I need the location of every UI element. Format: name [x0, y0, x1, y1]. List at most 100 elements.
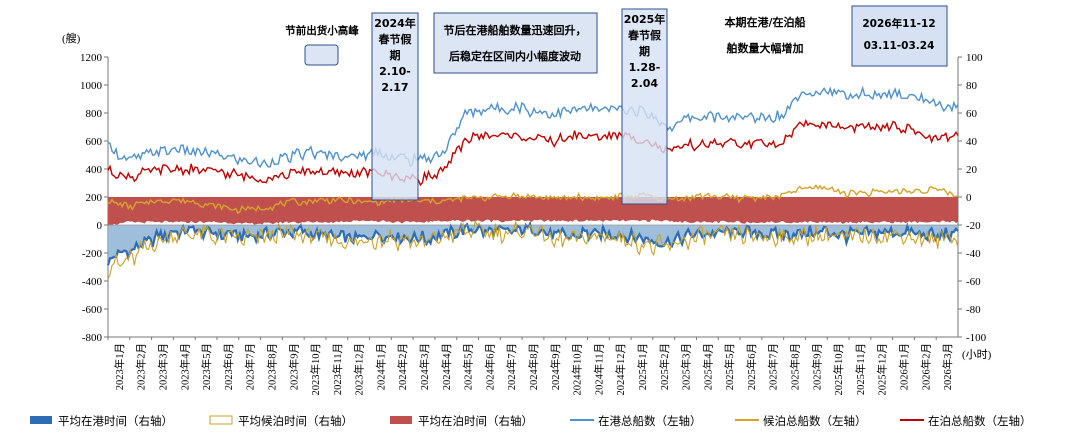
right-tick-label: -60	[966, 276, 981, 288]
annotation-2026-text: 03.11-03.24	[864, 40, 935, 52]
annotation-current-period-text: 本期在港/在泊船	[724, 15, 805, 29]
left-tick-label: -400	[82, 276, 103, 288]
month-tick-label: 2023年1月	[113, 343, 126, 390]
month-tick-label: 2025年2月	[658, 343, 671, 390]
month-tick-label: 2024年12月	[614, 343, 627, 396]
total-waiting-line	[107, 184, 959, 215]
right-tick-label: -20	[966, 220, 981, 232]
month-tick-label: 2024年7月	[505, 343, 518, 390]
month-tick-label: 2025年4月	[701, 343, 714, 390]
annotation-pre-holiday-box	[304, 44, 339, 66]
month-tick-label: 2024年3月	[418, 343, 431, 390]
left-tick-label: 0	[97, 220, 103, 232]
avg-waiting-time-line	[107, 220, 959, 280]
right-tick-label: -100	[966, 332, 987, 344]
annotation-rebound-text: 节后在港船舶数量迅速回升，	[444, 23, 587, 37]
month-tick-label: 2025年8月	[789, 343, 802, 390]
month-tick-label: 2023年3月	[156, 343, 169, 390]
left-tick-label: 600	[86, 136, 103, 148]
month-tick-label: 2023年7月	[244, 343, 257, 390]
annotation-current-period-text: 舶数量大幅增加	[727, 41, 804, 55]
month-tick-label: 2024年1月	[374, 343, 387, 390]
legend-avg-port-time-label: 平均在港时间（右轴）	[58, 414, 173, 428]
annotation-2026-text: 2026年11-12	[862, 17, 935, 30]
month-tick-label: 2025年7月	[767, 343, 780, 390]
legend-total-waiting-label: 候泊总船数（左轴）	[763, 414, 867, 428]
month-tick-label: 2026年2月	[919, 343, 932, 390]
month-tick-label: 2025年1月	[636, 343, 649, 390]
month-tick-label: 2024年9月	[549, 343, 562, 390]
axes: (艘)(小时)120010008006004002000-200-400-600…	[62, 31, 992, 396]
legend-avg-berth-time-label: 平均在泊时间（右轴）	[418, 414, 533, 428]
annotation-2026-box	[851, 5, 948, 67]
right-tick-label: 0	[966, 192, 972, 204]
month-tick-label: 2023年10月	[309, 343, 322, 396]
total-in-port-line	[107, 85, 959, 169]
month-tick-label: 2023年6月	[222, 343, 235, 390]
left-tick-label: -200	[82, 248, 103, 260]
month-tick-label: 2025年5月	[723, 343, 736, 390]
legend-total-at-berth-label: 在泊总船数（左轴）	[928, 414, 1032, 428]
annotation-2024-holiday-text: 2024年	[374, 16, 416, 30]
annotation-2025-holiday-text: 2.04	[631, 77, 658, 90]
annotation-2025-holiday-box	[621, 8, 668, 205]
month-tick-label: 2025年10月	[832, 343, 845, 396]
annotation-2025-holiday-text: 期	[639, 44, 650, 58]
annotation-pre-holiday-peak: 节前出货小高峰	[285, 24, 359, 37]
legend-avg-port-time-swatch	[30, 416, 52, 424]
month-tick-label: 2023年5月	[200, 343, 213, 390]
month-tick-label: 2025年12月	[876, 343, 889, 396]
left-tick-label: 1200	[80, 52, 103, 64]
month-tick-label: 2026年3月	[941, 343, 954, 390]
month-tick-label: 2026年1月	[898, 343, 911, 390]
annotation-rebound-text: 后稳定在区间内小幅度波动	[449, 49, 581, 63]
annotation-2024-holiday-text: 2.10-	[379, 65, 411, 78]
month-tick-label: 2024年8月	[527, 343, 540, 390]
month-tick-label: 2024年11月	[592, 343, 605, 395]
total-at-berth-line	[107, 118, 959, 187]
right-tick-label: 20	[966, 164, 978, 176]
month-tick-label: 2024年6月	[483, 343, 496, 390]
left-tick-label: -600	[82, 304, 103, 316]
annotation-rebound-box	[433, 12, 598, 74]
month-tick-label: 2023年8月	[265, 343, 278, 390]
legend-avg-waiting-time-swatch	[209, 415, 233, 425]
month-tick-label: 2024年2月	[396, 343, 409, 390]
avg-berth-time-area	[108, 197, 958, 226]
annotation-2025-holiday-text: 春节假	[628, 28, 662, 42]
month-tick-label: 2023年11月	[331, 343, 344, 395]
month-tick-label: 2023年12月	[353, 343, 366, 396]
right-tick-label: -80	[966, 304, 981, 316]
left-tick-label: 200	[86, 192, 103, 204]
right-axis-unit: (小时)	[962, 348, 992, 361]
annotation-2025-holiday-text: 1.28-	[629, 61, 661, 74]
legend-total-in-port-label: 在港总船数（左轴）	[598, 414, 702, 428]
month-tick-label: 2024年4月	[440, 343, 453, 390]
left-tick-label: 1000	[80, 80, 103, 92]
legend: 平均在港时间（右轴） 平均候泊时间（右轴） 平均在泊时间（右轴） 在港总船数（左轴） 候…	[30, 414, 1032, 428]
plot-area	[106, 85, 959, 280]
annotation-2024-holiday-box	[371, 12, 419, 201]
month-tick-label: 2023年9月	[287, 343, 300, 390]
left-tick-label: 800	[86, 108, 103, 120]
month-tick-label: 2025年9月	[810, 343, 823, 390]
left-axis-unit: (艘)	[62, 31, 81, 45]
right-tick-label: -40	[966, 248, 981, 260]
annotation-2025-holiday-text: 2025年	[624, 12, 666, 26]
annotation-2024-holiday-text: 2.17	[381, 81, 408, 94]
right-tick-label: 100	[966, 52, 983, 64]
left-tick-label: 400	[86, 164, 103, 176]
month-tick-label: 2023年4月	[178, 343, 191, 390]
month-tick-label: 2025年6月	[745, 343, 758, 390]
month-tick-label: 2024年5月	[462, 343, 475, 390]
month-tick-label: 2024年10月	[571, 343, 584, 396]
annotation-2024-holiday-text: 春节假	[379, 32, 413, 46]
month-tick-label: 2025年3月	[680, 343, 693, 390]
legend-avg-waiting-time-label: 平均候泊时间（右轴）	[238, 414, 353, 428]
month-tick-label: 2025年11月	[854, 343, 867, 395]
month-tick-label: 2023年2月	[135, 343, 148, 390]
right-tick-label: 80	[966, 80, 978, 92]
left-tick-label: -800	[82, 332, 103, 344]
